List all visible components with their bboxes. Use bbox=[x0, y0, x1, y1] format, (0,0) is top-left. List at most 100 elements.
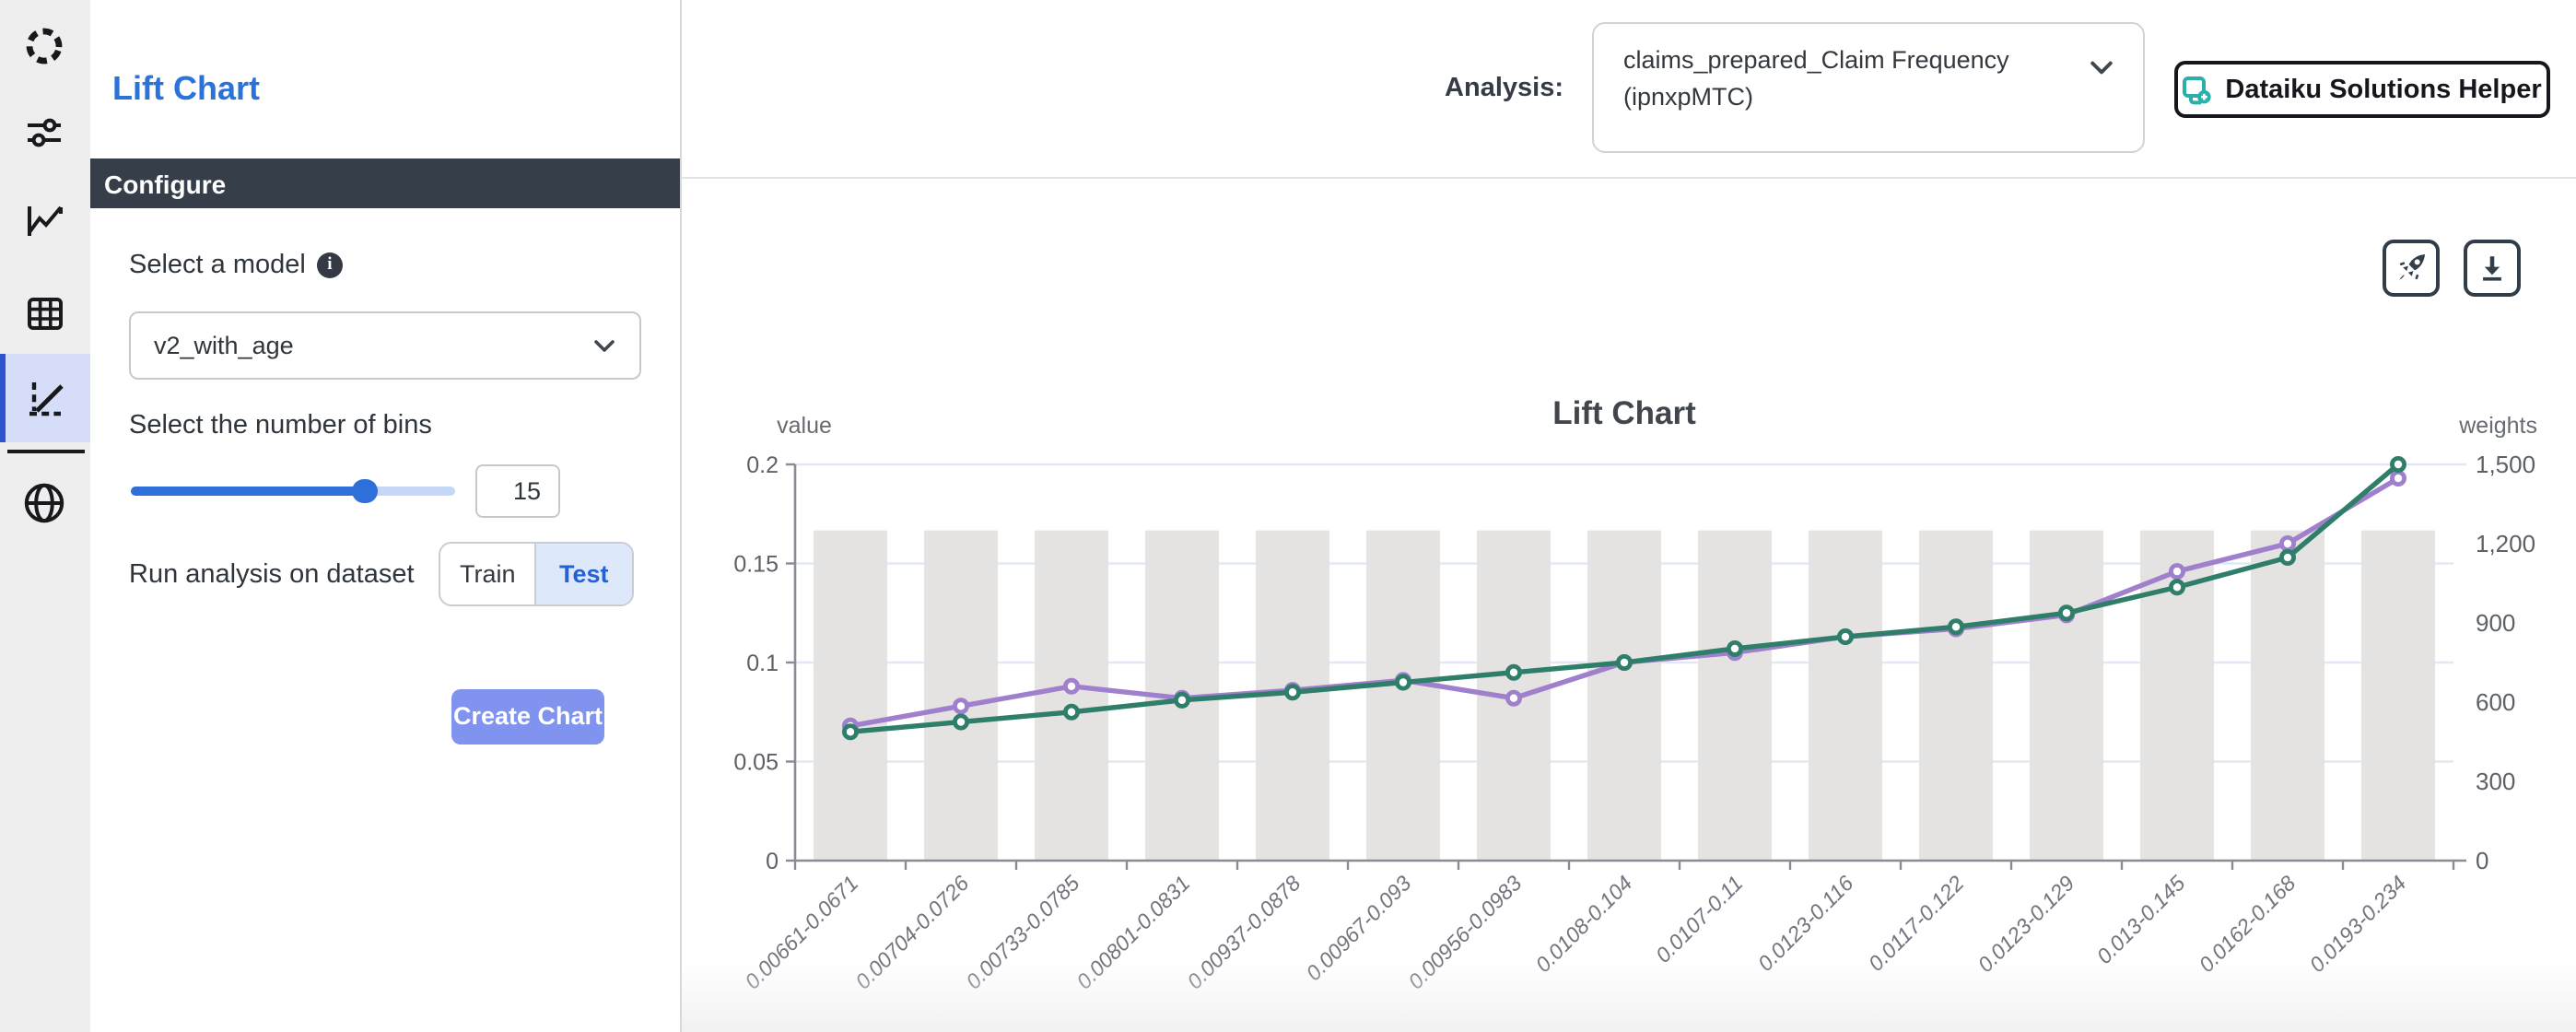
download-icon bbox=[2482, 256, 2500, 281]
chevron-down-icon bbox=[593, 339, 614, 351]
x-axis-category-label: 0.00956-0.0983 bbox=[1402, 871, 1525, 993]
left-axis-tick-label: 0 bbox=[765, 849, 778, 874]
lift-line-green-marker bbox=[2168, 579, 2185, 596]
dataset-toggle: Train Test bbox=[439, 542, 633, 606]
run-analysis-label: Run analysis on dataset bbox=[129, 559, 415, 589]
test-toggle-button[interactable]: Test bbox=[536, 544, 631, 604]
chart-title: Lift Chart bbox=[1551, 395, 1695, 431]
right-axis-tick-label: 600 bbox=[2475, 688, 2514, 716]
chevron-down-icon bbox=[2090, 60, 2113, 74]
weights-bars bbox=[1034, 530, 1107, 861]
bins-slider-thumb[interactable] bbox=[352, 478, 377, 503]
publish-button[interactable] bbox=[2383, 240, 2440, 297]
analysis-select[interactable]: claims_prepared_Claim Frequency (ipnxpMT… bbox=[1592, 21, 2145, 152]
lift-line-purple-marker bbox=[1061, 677, 1079, 695]
sidebar-item-spinner[interactable] bbox=[0, 22, 89, 70]
bins-value-input[interactable]: 15 bbox=[474, 463, 559, 517]
x-axis-category-label: 0.0108-0.104 bbox=[1530, 871, 1636, 977]
select-model-label: Select a model bbox=[129, 251, 306, 280]
rocket-icon bbox=[2399, 253, 2426, 280]
left-axis-tick-label: 0.2 bbox=[745, 452, 778, 478]
x-axis-category-label: 0.0107-0.11 bbox=[1650, 871, 1747, 968]
solutions-helper-icon bbox=[2182, 76, 2210, 104]
config-panel: Lift Chart Configure Select a model i v2… bbox=[89, 0, 679, 1032]
lift-line-green-marker bbox=[840, 723, 858, 741]
right-axis-name: weights bbox=[2457, 413, 2536, 439]
lift-line-green-marker bbox=[1505, 663, 1522, 681]
x-axis-category-label: 0.0162-0.168 bbox=[2194, 871, 2300, 977]
helper-button-label: Dataiku Solutions Helper bbox=[2225, 75, 2542, 104]
x-axis-category-label: 0.0117-0.122 bbox=[1863, 871, 1968, 976]
bins-slider[interactable] bbox=[131, 478, 455, 503]
sidebar-item-table[interactable] bbox=[0, 289, 89, 337]
line-chart-icon bbox=[28, 205, 64, 236]
model-select[interactable]: v2_with_age bbox=[128, 311, 640, 380]
lift-line-purple-marker bbox=[2389, 470, 2406, 487]
page-title: Lift Chart bbox=[112, 70, 260, 107]
x-axis-category-label: 0.00733-0.0785 bbox=[960, 871, 1083, 993]
configure-section-header: Configure bbox=[89, 158, 679, 208]
lift-line-green-marker bbox=[1173, 691, 1190, 709]
lift-line-green-marker bbox=[1394, 674, 1411, 691]
download-button[interactable] bbox=[2463, 240, 2520, 297]
sidebar-item-lift-chart-selected[interactable] bbox=[0, 353, 89, 442]
lift-line-purple-marker bbox=[2278, 534, 2296, 552]
dataiku-solutions-helper-button[interactable]: Dataiku Solutions Helper bbox=[2173, 61, 2549, 118]
right-axis-tick-label: 0 bbox=[2475, 847, 2488, 874]
sidebar-item-globe[interactable] bbox=[0, 477, 89, 529]
lift-line-green-marker bbox=[1283, 684, 1301, 701]
weights-bars bbox=[1365, 530, 1439, 861]
left-axis-tick-label: 0.1 bbox=[745, 651, 778, 676]
lift-line-purple-marker bbox=[951, 698, 968, 715]
right-axis-tick-label: 1,500 bbox=[2475, 451, 2535, 478]
weights-bars bbox=[1697, 530, 1771, 861]
bins-slider-fill bbox=[131, 487, 365, 495]
weights-bars bbox=[2360, 530, 2434, 861]
lift-line-green-marker bbox=[1615, 654, 1633, 672]
right-axis-tick-label: 300 bbox=[2475, 768, 2514, 795]
table-icon bbox=[28, 298, 64, 330]
x-axis-category-label: 0.00937-0.0878 bbox=[1181, 871, 1304, 993]
x-axis-category-label: 0.0123-0.116 bbox=[1752, 871, 1857, 976]
configure-label: Configure bbox=[104, 169, 227, 198]
left-axis-tick-label: 0.15 bbox=[732, 552, 778, 578]
panel-divider bbox=[679, 0, 681, 1032]
sidebar-item-settings[interactable] bbox=[0, 109, 89, 157]
bins-label: Select the number of bins bbox=[129, 410, 432, 440]
sidebar-divider bbox=[7, 449, 85, 452]
lift-line-green-marker bbox=[1726, 639, 1743, 657]
lift-line-green-marker bbox=[1836, 628, 1854, 646]
x-axis-category-label: 0.00704-0.0726 bbox=[849, 871, 972, 993]
lift-line-green-marker bbox=[951, 713, 968, 731]
main-area: Analysis: claims_prepared_Claim Frequenc… bbox=[681, 0, 2576, 1032]
axes-chart-icon bbox=[0, 373, 89, 421]
bins-label-row: Select the number of bins bbox=[129, 410, 432, 440]
model-select-value: v2_with_age bbox=[154, 332, 294, 359]
lift-line-purple-marker bbox=[1505, 689, 1522, 707]
weights-bars bbox=[2029, 530, 2102, 861]
lift-line-green-marker bbox=[2057, 604, 2075, 622]
lift-line-green-marker bbox=[2389, 455, 2406, 473]
right-axis-tick-label: 1,200 bbox=[2475, 530, 2535, 557]
analysis-select-value: claims_prepared_Claim Frequency (ipnxpMT… bbox=[1623, 45, 2009, 111]
header-divider bbox=[681, 177, 2576, 179]
model-label-row: Select a model i bbox=[129, 251, 343, 280]
weights-bars bbox=[1587, 530, 1660, 861]
lift-line-green-marker bbox=[1061, 703, 1079, 721]
create-chart-button[interactable]: Create Chart bbox=[451, 688, 604, 744]
x-axis-category-label: 0.0123-0.129 bbox=[1973, 871, 2078, 977]
weights-bars bbox=[923, 530, 997, 861]
x-axis-category-label: 0.00967-0.093 bbox=[1300, 871, 1414, 985]
weights-bars bbox=[1808, 530, 1881, 861]
x-axis-category-label: 0.00661-0.0671 bbox=[739, 871, 861, 993]
x-axis-category-label: 0.00801-0.0831 bbox=[1071, 871, 1193, 993]
sliders-icon bbox=[28, 118, 62, 147]
lift-line-green-marker bbox=[1947, 618, 1964, 636]
train-toggle-button[interactable]: Train bbox=[440, 544, 537, 604]
globe-icon bbox=[25, 483, 64, 523]
lift-line-purple-marker bbox=[2168, 563, 2185, 580]
weights-bars bbox=[2250, 530, 2324, 861]
sidebar-item-line-chart[interactable] bbox=[0, 195, 89, 243]
info-icon[interactable]: i bbox=[316, 252, 343, 278]
